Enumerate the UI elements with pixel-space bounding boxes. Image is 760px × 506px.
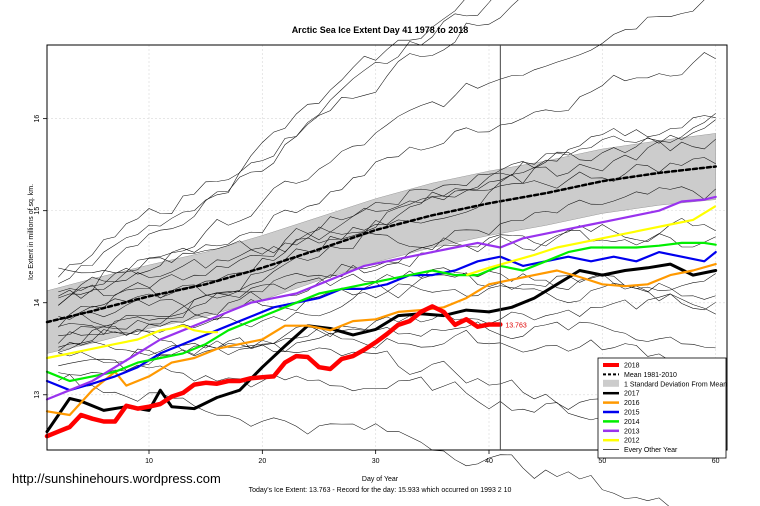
y-tick-label: 13 bbox=[34, 391, 41, 399]
other-year-line bbox=[58, 138, 716, 344]
other-year-line bbox=[58, 0, 705, 306]
band-area bbox=[46, 133, 716, 354]
x-tick-label: 60 bbox=[712, 458, 720, 465]
legend-label: 2012 bbox=[624, 438, 640, 445]
other-year-line bbox=[58, 321, 716, 356]
other-year-line bbox=[58, 52, 716, 306]
legend-label: 2014 bbox=[624, 419, 640, 426]
series-2013 bbox=[45, 195, 717, 401]
other-year-line bbox=[58, 283, 716, 321]
other-year-line bbox=[58, 0, 519, 285]
series-2016 bbox=[45, 263, 717, 417]
legend-label: 2015 bbox=[624, 410, 640, 417]
plot-frame bbox=[46, 44, 728, 451]
std-dev-band bbox=[46, 133, 716, 354]
legend-label: 2017 bbox=[624, 391, 640, 398]
x-axis-label: Day of Year bbox=[362, 476, 399, 483]
y-axis-label: Ice Extent in millions of sq. km. bbox=[28, 184, 35, 280]
other-year-line bbox=[58, 230, 716, 274]
footer-record-text: Today's Ice Extent: 13.763 - Record for … bbox=[249, 487, 512, 494]
site-url: http://sunshinehours.wordpress.com bbox=[12, 471, 221, 486]
legend-label: 2016 bbox=[624, 400, 640, 407]
legend-swatch bbox=[603, 379, 619, 387]
other-year-line bbox=[58, 329, 716, 367]
series-mean-1981-2010 bbox=[45, 165, 717, 324]
x-tick-label: 30 bbox=[372, 458, 380, 465]
legend-label: 1 Standard Deviation From Mean bbox=[624, 381, 727, 388]
other-year-line bbox=[58, 119, 716, 328]
y-tick-label: 15 bbox=[34, 207, 41, 215]
other-year-line bbox=[58, 113, 716, 320]
legend-label: Mean 1981-2010 bbox=[624, 372, 677, 379]
x-tick-label: 10 bbox=[145, 458, 153, 465]
legend-box bbox=[597, 357, 727, 459]
series-2012-segment bbox=[465, 205, 717, 277]
y-axis-ticks: 13 14 15 16 bbox=[34, 115, 47, 399]
y-tick-label: 14 bbox=[34, 299, 41, 307]
other-year-line bbox=[58, 217, 716, 336]
legend-label: Every Other Year bbox=[624, 447, 678, 454]
other-year-line bbox=[58, 0, 465, 278]
series-lines bbox=[44, 165, 718, 439]
chart-title: Arctic Sea Ice Extent Day 41 1978 to 201… bbox=[292, 25, 469, 35]
end-value-label: 13.763 bbox=[505, 323, 527, 330]
x-axis-ticks: 10 20 30 40 50 60 bbox=[145, 450, 720, 465]
legend: 2018 Mean 1981-2010 1 Standard Deviation F… bbox=[597, 357, 727, 459]
series-2012 bbox=[45, 324, 219, 360]
other-year-line bbox=[58, 115, 716, 353]
legend-label: 2013 bbox=[624, 428, 640, 435]
series-2014 bbox=[45, 241, 717, 383]
x-tick-label: 20 bbox=[258, 458, 266, 465]
other-year-line bbox=[58, 157, 716, 299]
legend-label: 2018 bbox=[624, 363, 640, 370]
x-tick-label: 40 bbox=[485, 458, 493, 465]
series-2018 bbox=[44, 304, 503, 439]
other-year-line bbox=[58, 0, 492, 299]
x-tick-label: 50 bbox=[598, 458, 606, 465]
y-tick-label: 16 bbox=[34, 115, 41, 123]
series-2015 bbox=[45, 251, 717, 392]
